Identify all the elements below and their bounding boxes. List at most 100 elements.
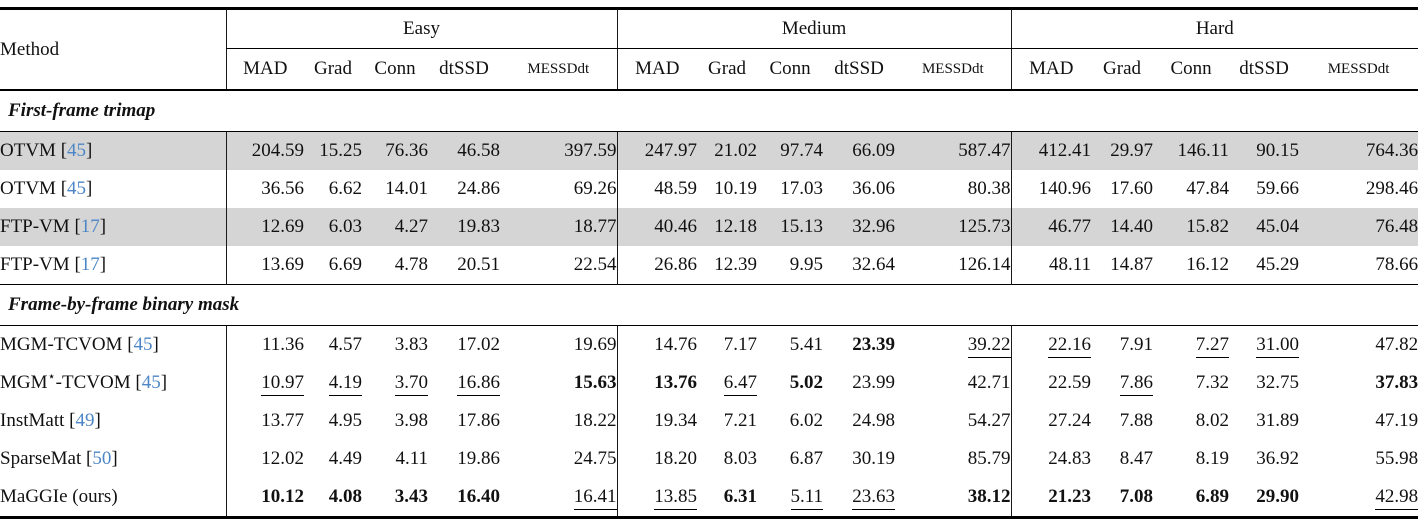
metric-value: 4.49 xyxy=(328,448,362,469)
method-cell: MaGGIe (ours) xyxy=(0,478,226,518)
metric-value: 12.39 xyxy=(714,254,758,275)
metric-value: 22.16 xyxy=(1010,325,1092,364)
metric-value: 24.98 xyxy=(852,410,896,431)
metric-value: 5.11 xyxy=(757,478,824,518)
metric-value: 13.76 xyxy=(616,364,698,402)
citation-link[interactable]: 17 xyxy=(80,254,100,275)
metric-value: 29.97 xyxy=(1091,131,1154,170)
metric-value: 6.69 xyxy=(328,254,362,275)
citation-link[interactable]: 45 xyxy=(141,372,161,393)
metric-value: 4.95 xyxy=(328,410,362,431)
metric-value: 17.03 xyxy=(780,178,824,199)
metric-value: 97.74 xyxy=(757,131,824,170)
metric-value: 16.86 xyxy=(428,364,500,402)
col-header-hard-grad: Grad xyxy=(1103,58,1142,79)
metric-value: 204.59 xyxy=(225,131,304,170)
col-header-medium-conn: Conn xyxy=(769,58,811,79)
metric-value: 5.41 xyxy=(789,334,824,355)
metric-value: 126.14 xyxy=(958,254,1011,275)
metric-value: 6.02 xyxy=(789,410,824,431)
metric-value: 5.02 xyxy=(789,372,824,393)
col-header-medium-dtssd: dtSSD xyxy=(834,58,884,79)
table-row: MaGGIe (ours) 10.12 4.08 3.43 16.40 16.41 13.8… xyxy=(0,478,1418,518)
metric-value: 23.39 xyxy=(852,334,896,355)
method-name: InstMatt xyxy=(0,410,65,431)
metric-value: 15.82 xyxy=(1153,208,1230,246)
metric-value: 90.15 xyxy=(1229,131,1300,170)
metric-value: 48.59 xyxy=(616,170,698,208)
metric-value: 7.27 xyxy=(1153,326,1230,365)
metric-value: 4.57 xyxy=(328,334,362,355)
method-name: FTP-VM xyxy=(0,216,70,237)
metric-value: 298.46 xyxy=(1365,178,1418,199)
metric-value: 3.43 xyxy=(394,486,428,507)
metric-value: 4.78 xyxy=(394,254,428,275)
metric-value: 6.87 xyxy=(789,448,824,469)
method-name: MGM-TCVOM xyxy=(0,334,123,355)
group-header-row: Method Easy Medium Hard xyxy=(0,8,1418,60)
star-superscript: ⋆ xyxy=(47,368,56,384)
method-cell: InstMatt [49] xyxy=(0,410,101,431)
metric-value: 9.95 xyxy=(789,254,824,275)
col-header-hard-conn: Conn xyxy=(1170,58,1212,79)
col-header-hard-messddt: MESSDdt xyxy=(1327,60,1390,77)
metric-value: 10.12 xyxy=(225,478,304,518)
metric-value: 22.59 xyxy=(1010,364,1092,402)
metric-value: 3.83 xyxy=(394,334,428,355)
group-header-easy: Easy xyxy=(225,8,618,49)
metric-value: 39.22 xyxy=(895,326,1011,365)
metric-value: 13.69 xyxy=(225,246,304,285)
metric-value: 19.83 xyxy=(428,208,500,246)
metric-value: 54.27 xyxy=(967,410,1011,431)
table-row: InstMatt [49] 13.77 4.95 3.98 17.86 18.22 19.3… xyxy=(0,402,1418,440)
citation-link[interactable]: 17 xyxy=(80,216,100,237)
metric-value: 3.98 xyxy=(394,410,428,431)
citation-link[interactable]: 45 xyxy=(67,178,87,199)
metric-value: 4.19 xyxy=(304,364,362,402)
metric-value: 69.26 xyxy=(573,178,617,199)
metric-value: 6.47 xyxy=(697,364,758,402)
metric-value: 76.36 xyxy=(362,131,428,170)
metric-value: 55.98 xyxy=(1375,448,1418,469)
group-header-medium: Medium xyxy=(616,8,1012,49)
method-cell: SparseMat [50] xyxy=(0,448,118,469)
metric-value: 7.88 xyxy=(1119,410,1154,431)
col-header-easy-mad: MAD xyxy=(225,48,304,90)
citation-link[interactable]: 45 xyxy=(133,334,153,355)
metric-value: 6.03 xyxy=(304,208,362,246)
metric-value: 29.90 xyxy=(1256,486,1300,507)
metric-value: 45.04 xyxy=(1229,208,1300,246)
metric-value: 24.75 xyxy=(573,448,617,469)
metric-value: 23.99 xyxy=(852,372,896,393)
metric-value: 46.77 xyxy=(1010,208,1092,246)
metric-value: 16.41 xyxy=(500,478,617,518)
metric-value: 7.91 xyxy=(1119,334,1154,355)
metric-value: 18.77 xyxy=(500,208,618,246)
results-table: Method Easy Medium Hard MAD Grad Conn dt… xyxy=(0,7,1418,519)
citation-link[interactable]: 45 xyxy=(67,140,87,161)
metric-value: 16.12 xyxy=(1186,254,1230,275)
metric-value: 11.36 xyxy=(225,325,304,364)
citation-link[interactable]: 50 xyxy=(92,448,112,469)
method-name: OTVM xyxy=(0,140,56,161)
metric-value: 397.59 xyxy=(500,131,618,170)
method-name: OTVM xyxy=(0,178,56,199)
metric-value: 146.11 xyxy=(1153,131,1230,170)
metric-value: 15.13 xyxy=(757,208,824,246)
metric-value: 587.47 xyxy=(895,131,1012,170)
method-cell: FTP-VM [17] xyxy=(0,254,107,275)
metric-value: 14.87 xyxy=(1110,254,1154,275)
metric-value: 7.86 xyxy=(1091,364,1154,402)
group-header-hard: Hard xyxy=(1010,8,1418,49)
metric-value: 24.83 xyxy=(1010,440,1092,478)
citation-link[interactable]: 49 xyxy=(75,410,95,431)
metric-value: 40.46 xyxy=(616,208,698,246)
col-header-easy-messddt: MESSDdt xyxy=(527,60,590,77)
col-header-easy-conn: Conn xyxy=(374,58,416,79)
metric-value: 18.20 xyxy=(616,440,698,478)
method-name: MaGGIe (ours) xyxy=(0,486,118,507)
metric-value: 6.62 xyxy=(328,178,362,199)
metric-value: 21.23 xyxy=(1010,478,1092,518)
method-cell: OTVM [45] xyxy=(0,178,93,199)
method-name: MGM⋆-TCVOM xyxy=(0,368,131,393)
